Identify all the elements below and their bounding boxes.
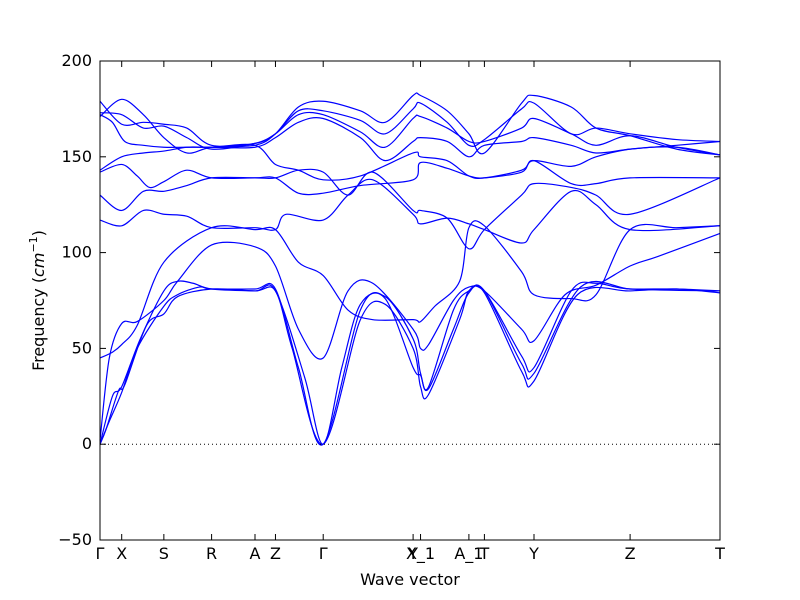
x-axis-label: Wave vector [360, 570, 460, 589]
band-line-9 [99, 143, 721, 181]
band-line-8 [99, 159, 721, 196]
band-line-6 [99, 178, 721, 244]
x-tick-label: Z [270, 544, 281, 563]
y-tick-label: 150 [61, 147, 92, 166]
x-tick-label: R [206, 544, 217, 563]
y-label-suffix: ) [29, 230, 48, 236]
band-line-1 [99, 284, 721, 445]
x-tick-label: A_1 [454, 544, 483, 564]
x-tick-label: S [159, 544, 169, 563]
y-tick-label: 100 [61, 243, 92, 262]
y-label-unit: cm [29, 253, 48, 277]
x-axis-ticks: Γ X S R A Z Γ YX_1 A_1T Y Z T [96, 61, 725, 564]
x-tick-label: Y [407, 544, 418, 563]
y-label-prefix: Frequency ( [29, 277, 48, 371]
band-line-3 [99, 280, 721, 445]
band-line-12 [99, 100, 721, 147]
band-line-7 [99, 168, 721, 250]
band-line-4 [99, 232, 721, 441]
y-tick-label: 200 [61, 51, 92, 70]
x-tick-label: Γ [96, 544, 105, 563]
x-tick-label: T [714, 544, 725, 563]
x-tick-label: X_1 [406, 544, 435, 564]
y-axis-ticks: −50 0 50 100 150 200 [58, 51, 720, 549]
series-layer [99, 92, 721, 446]
x-tick-label: Z [625, 544, 636, 563]
x-tick-label: T [479, 544, 490, 563]
band-line-5 [99, 220, 721, 359]
y-tick-label: 0 [82, 434, 92, 453]
band-line-13 [99, 92, 721, 156]
band-line-2 [99, 281, 721, 446]
band-line-10 [99, 114, 721, 162]
x-tick-label: A [250, 544, 261, 563]
y-axis-label: Frequency (cm−1) [27, 230, 48, 371]
x-tick-label: Γ [319, 544, 328, 563]
x-tick-label: X [116, 544, 127, 563]
plot-frame [99, 60, 721, 541]
x-tick-label: Y [528, 544, 539, 563]
y-label-exponent: −1 [27, 236, 40, 252]
y-tick-label: 50 [72, 338, 92, 357]
y-tick-label: −50 [58, 530, 92, 549]
